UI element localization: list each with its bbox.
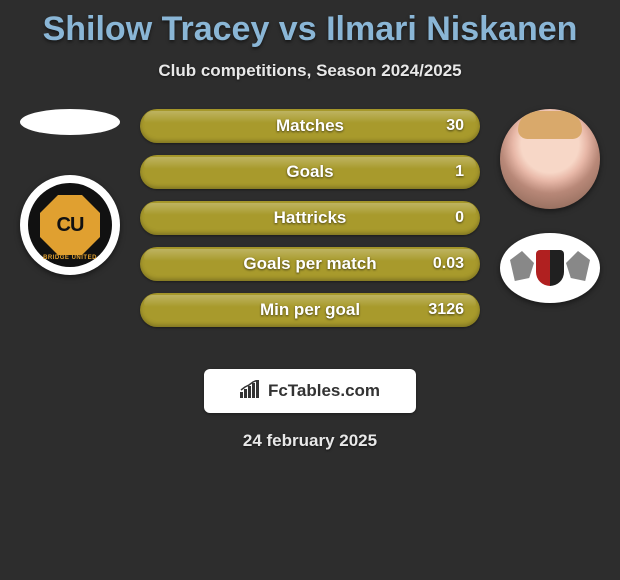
generation-date: 24 february 2025 — [0, 431, 620, 451]
stat-value-right: 30 — [446, 117, 464, 135]
stat-label: Goals — [286, 162, 333, 182]
page-title: Shilow Tracey vs Ilmari Niskanen — [0, 0, 620, 49]
left-club-badge: CU BRIDGE UNITED — [20, 175, 120, 275]
stat-row-hattricks: Hattricks 0 — [140, 201, 480, 235]
right-club-badge — [500, 233, 600, 303]
crest-shield-icon — [536, 250, 564, 286]
stat-value-right: 0.03 — [433, 255, 464, 273]
comparison-area: CU BRIDGE UNITED Matches 30 Goals 1 Hatt… — [0, 109, 620, 349]
stat-label: Hattricks — [274, 208, 347, 228]
stat-row-gpm: Goals per match 0.03 — [140, 247, 480, 281]
stat-value-right: 3126 — [428, 301, 464, 319]
left-player-photo — [20, 109, 120, 135]
brand-text: FcTables.com — [268, 381, 380, 401]
stat-row-goals: Goals 1 — [140, 155, 480, 189]
brand-box[interactable]: FcTables.com — [204, 369, 416, 413]
bar-chart-icon — [240, 380, 262, 403]
right-player-column — [490, 109, 610, 349]
left-club-subtext: BRIDGE UNITED — [28, 255, 112, 261]
page-subtitle: Club competitions, Season 2024/2025 — [0, 61, 620, 81]
crest-wing-icon — [510, 251, 534, 281]
stat-row-matches: Matches 30 — [140, 109, 480, 143]
left-player-column: CU BRIDGE UNITED — [10, 109, 130, 349]
stat-row-mpg: Min per goal 3126 — [140, 293, 480, 327]
right-player-photo — [500, 109, 600, 209]
left-club-abbr: CU — [40, 195, 100, 255]
stat-label: Matches — [276, 116, 344, 136]
crest-wing-icon — [566, 251, 590, 281]
stat-label: Min per goal — [260, 300, 360, 320]
stat-value-right: 0 — [455, 209, 464, 227]
stat-value-right: 1 — [455, 163, 464, 181]
stat-label: Goals per match — [243, 254, 376, 274]
stats-column: Matches 30 Goals 1 Hattricks 0 Goals per… — [140, 109, 480, 339]
